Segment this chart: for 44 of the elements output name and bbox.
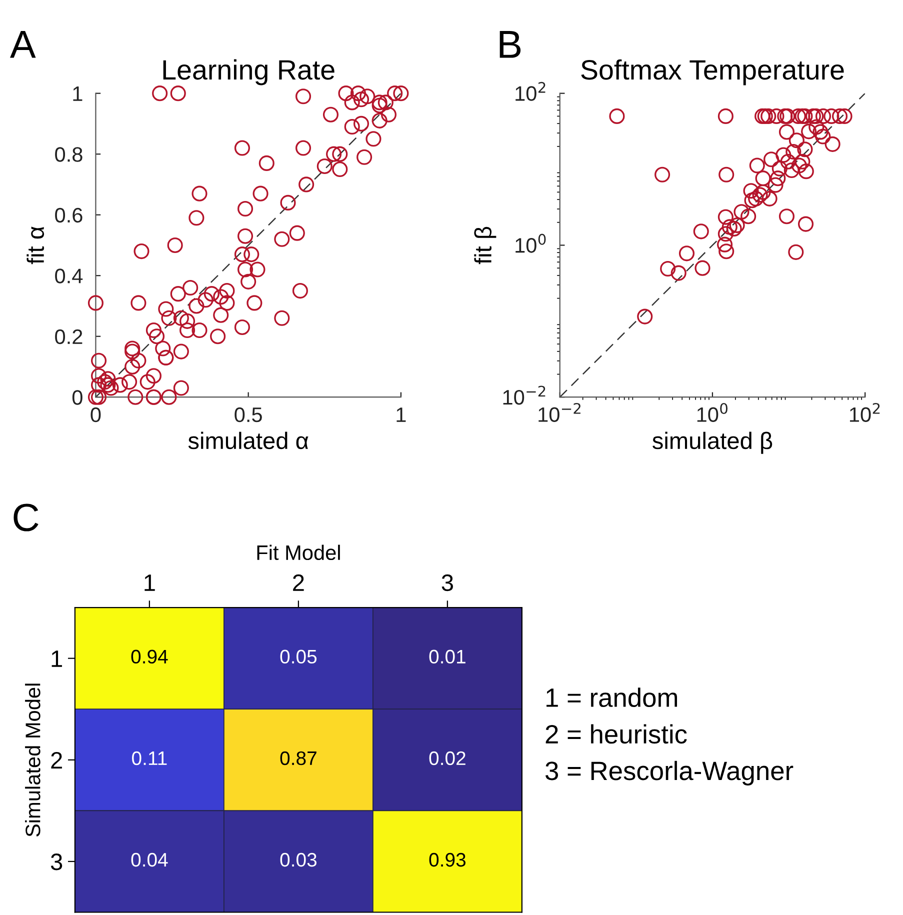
data-label: 0.01 bbox=[429, 650, 466, 664]
x-tick-label: 0 bbox=[90, 407, 101, 422]
x-tick-label: 1 bbox=[144, 574, 155, 591]
text: B bbox=[500, 31, 521, 58]
text: 3 = Rescorla-Wagner bbox=[546, 760, 794, 786]
y-tick-label: 1 bbox=[52, 650, 62, 667]
y-tick-label: 10$^{2}$ bbox=[516, 82, 546, 101]
y-axis-title: fit α bbox=[26, 226, 44, 264]
x-tick-label: 3 bbox=[442, 574, 453, 592]
x-tick-label: 1 bbox=[396, 408, 406, 422]
x-axis-title: Fit Model bbox=[257, 544, 340, 560]
y-axis-title: fit β bbox=[474, 226, 496, 264]
y-tick-label: 0.2 bbox=[55, 329, 82, 344]
data-label: 0.93 bbox=[429, 852, 466, 867]
y-tick-label: 10$^{−2}$ bbox=[503, 386, 546, 405]
y-tick-label: 2 bbox=[51, 752, 62, 768]
y-tick-label: 0 bbox=[72, 390, 82, 405]
text: A bbox=[10, 31, 36, 58]
x-tick-label: 10$^{−2}$ bbox=[538, 402, 580, 422]
x-axis-title: simulated β bbox=[652, 432, 772, 454]
y-tick-label: 10$^{0}$ bbox=[516, 234, 546, 253]
data-label: 0.03 bbox=[280, 852, 317, 867]
data-label: 0.94 bbox=[131, 650, 168, 664]
text: 2 = heuristic bbox=[546, 724, 687, 744]
x-axis-title: simulated α bbox=[188, 432, 308, 450]
chart-title: Learning Rate bbox=[163, 59, 334, 86]
data-label: 0.11 bbox=[132, 751, 167, 766]
y-axis-title: Simulated Model bbox=[25, 684, 40, 837]
y-tick-label: 0.8 bbox=[55, 147, 82, 162]
y-tick-label: 1 bbox=[73, 86, 82, 101]
y-tick-label: 3 bbox=[50, 854, 62, 870]
y-tick-label: 0.6 bbox=[55, 208, 82, 223]
text: 1 = random bbox=[546, 688, 677, 708]
x-tick-label: 2 bbox=[293, 574, 304, 591]
chart-title: Softmax Temperature bbox=[581, 59, 844, 86]
text: C bbox=[14, 504, 38, 532]
y-tick-label: 0.4 bbox=[55, 268, 83, 284]
x-tick-label: 10$^{0}$ bbox=[697, 402, 728, 422]
data-label: 0.02 bbox=[429, 751, 466, 766]
x-tick-label: 0.5 bbox=[234, 407, 262, 422]
x-tick-label: 10$^{2}$ bbox=[850, 402, 880, 422]
data-label: 0.05 bbox=[280, 650, 317, 664]
data-label: 0.04 bbox=[131, 852, 168, 867]
data-label: 0.87 bbox=[280, 751, 316, 766]
